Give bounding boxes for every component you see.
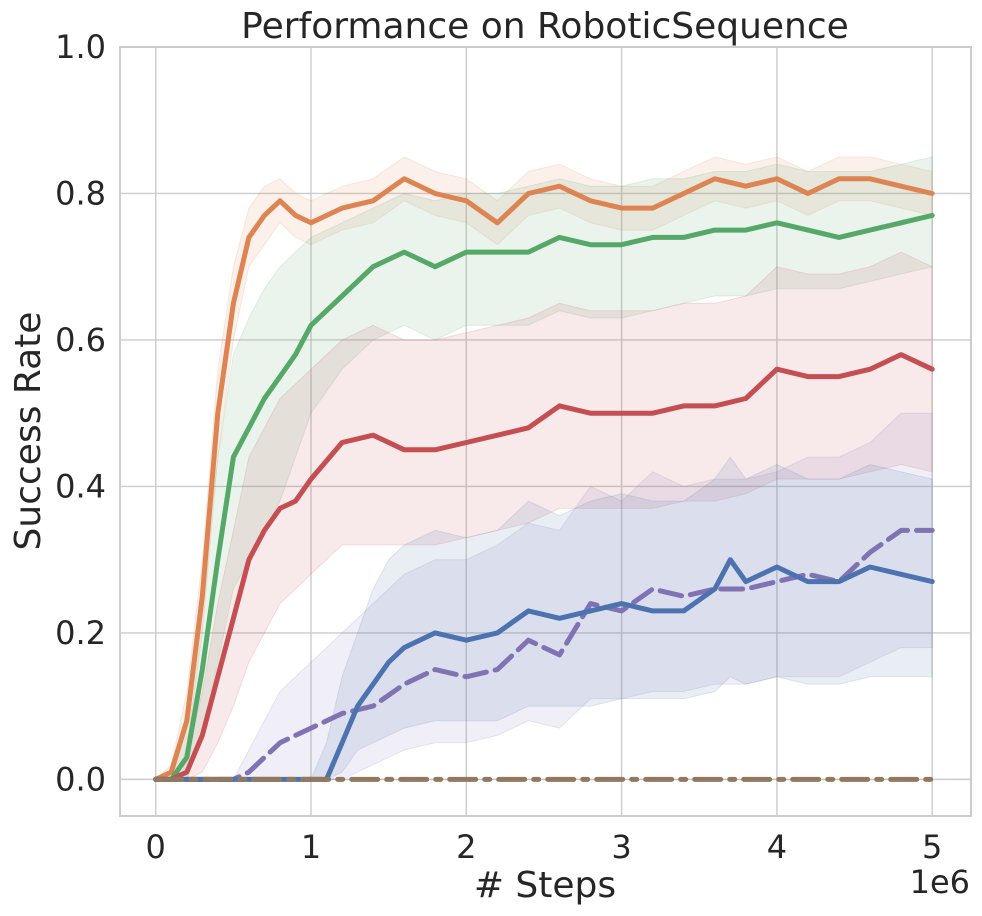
- x-offset-label: 1e6: [910, 863, 970, 901]
- plot-frame: [119, 46, 972, 817]
- y-tick-label: 0.8: [55, 174, 106, 212]
- x-axis-label: # Steps: [474, 865, 616, 906]
- x-tick-label: 4: [767, 828, 787, 866]
- grid: [120, 46, 971, 816]
- y-tick-label: 0.0: [55, 760, 106, 798]
- x-tick-label: 3: [611, 828, 631, 866]
- series-1-line: [153, 176, 935, 782]
- y-tick-label: 1.0: [55, 28, 106, 66]
- y-tick-label: 0.4: [55, 467, 106, 505]
- tick-labels: 0 1 2 3 4 5 0.0 0.2 0.4 0.6 0.8 1.0: [55, 28, 942, 866]
- y-tick-label: 0.2: [55, 614, 106, 652]
- x-tick-label: 0: [146, 828, 166, 866]
- confidence-bands: [154, 156, 933, 780]
- series-lines: [153, 176, 935, 782]
- y-axis-label: Success Rate: [8, 312, 49, 551]
- x-tick-label: 1: [301, 828, 321, 866]
- chart-title: Performance on RoboticSequence: [241, 6, 849, 47]
- y-tick-label: 0.6: [55, 321, 106, 359]
- x-tick-label: 2: [456, 828, 476, 866]
- x-tick-label: 5: [922, 828, 942, 866]
- series-5-line: [153, 557, 935, 782]
- series-5-band: [155, 456, 933, 780]
- series-2-line: [153, 212, 935, 782]
- series-2-band: [155, 156, 933, 780]
- series-3-line: [153, 352, 935, 782]
